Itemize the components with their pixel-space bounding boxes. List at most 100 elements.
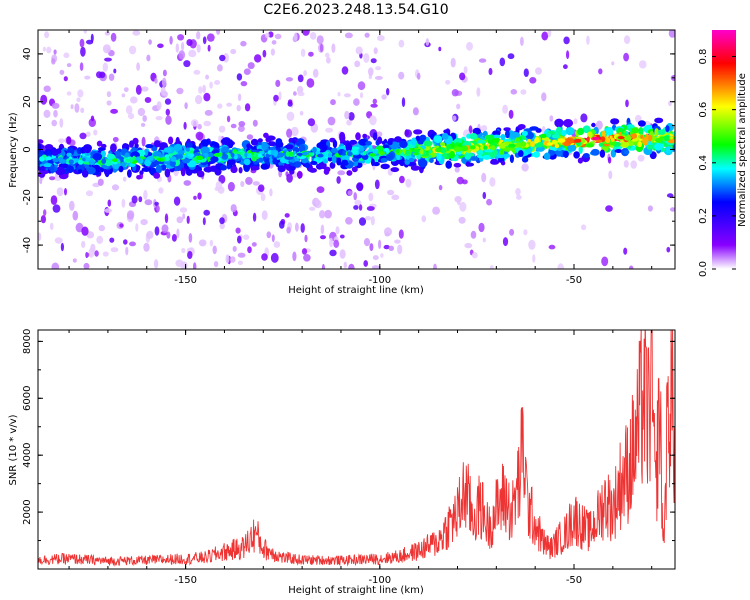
heatmap-cell: [44, 144, 54, 150]
heatmap-cell: [363, 53, 370, 63]
heatmap-cell: [469, 156, 478, 161]
heatmap-cell: [565, 127, 575, 135]
heatmap-cell: [364, 216, 372, 221]
heatmap-cell: [275, 138, 283, 146]
heatmap-cell: [304, 234, 308, 243]
heatmap-cell: [523, 229, 528, 236]
heatmap-cell: [240, 81, 248, 87]
heatmap-cell: [205, 74, 210, 80]
heatmap-cell: [198, 239, 207, 247]
heatmap-cell: [254, 54, 262, 63]
heatmap-cell: [83, 30, 87, 34]
heatmap-cell: [410, 137, 417, 146]
heatmap-cell: [286, 173, 293, 183]
heatmap-cell: [286, 226, 291, 234]
heatmap-cell: [178, 50, 186, 60]
heatmap-cell: [412, 107, 419, 116]
heatmap-cell: [164, 154, 170, 158]
heatmap-cell: [78, 159, 84, 165]
heatmap-cell: [59, 69, 65, 75]
heatmap-cell: [368, 67, 374, 76]
x-tick-label: -100: [368, 575, 391, 586]
heatmap-cell: [141, 167, 151, 172]
heatmap-cell: [440, 142, 446, 147]
heatmap-cell: [529, 77, 537, 84]
heatmap-cell: [368, 192, 374, 202]
heatmap-cell: [504, 153, 511, 158]
heatmap-cell: [380, 157, 388, 163]
heatmap-cell: [490, 158, 499, 165]
heatmap-cell: [481, 172, 487, 183]
heatmap-cell: [607, 156, 612, 164]
heatmap-cell: [271, 40, 277, 45]
heatmap-cell: [176, 228, 180, 239]
colorbar-ticks: 0.0 0.2 0.4 0.6 0.8: [698, 49, 736, 277]
heatmap-cell: [309, 206, 316, 211]
heatmap-cell: [611, 61, 615, 66]
heatmap-cell: [229, 256, 236, 263]
heatmap-cell: [382, 144, 390, 149]
heatmap-cell: [197, 192, 202, 200]
heatmap-cell: [86, 131, 91, 137]
heatmap-cell: [605, 205, 613, 212]
heatmap-cell: [323, 168, 330, 175]
y-tick-label: 6000: [22, 386, 33, 411]
figure-title: C2E6.2023.248.13.54.G10: [263, 2, 448, 18]
heatmap-cell: [307, 118, 316, 127]
heatmap-cell: [250, 138, 259, 146]
heatmap-cell: [560, 130, 568, 136]
heatmap-cell: [181, 41, 185, 51]
heatmap-cell: [187, 251, 193, 259]
heatmap-cell: [599, 149, 606, 158]
heatmap-cell: [619, 141, 630, 148]
heatmap-cell: [144, 97, 152, 103]
heatmap-cell: [273, 94, 279, 102]
heatmap-cell: [303, 70, 307, 77]
heatmap-cell: [186, 39, 193, 46]
heatmap-cell: [448, 150, 456, 159]
heatmap-cell: [270, 48, 275, 56]
heatmap-cell: [301, 248, 308, 255]
heatmap-cell: [362, 133, 368, 139]
heatmap-cell: [219, 222, 225, 230]
heatmap-cell: [611, 137, 615, 142]
heatmap-cell: [343, 93, 351, 98]
heatmap-cell: [535, 67, 542, 75]
heatmap-cell: [511, 131, 521, 138]
heatmap-cell: [654, 128, 659, 137]
heatmap-cell: [465, 161, 471, 167]
heatmap-cell: [492, 130, 501, 136]
heatmap-cell: [348, 112, 355, 121]
heatmap-cell: [470, 230, 477, 239]
heatmap-cell: [106, 91, 112, 98]
heatmap-cell: [164, 168, 171, 178]
heatmap-cell: [399, 175, 405, 184]
heatmap-cell: [372, 255, 379, 261]
heatmap-cell: [146, 230, 154, 239]
heatmap-cell: [246, 143, 251, 149]
heatmap-cell: [378, 239, 382, 249]
heatmap-cell: [308, 167, 317, 173]
heatmap-cell: [219, 217, 225, 225]
heatmap-cell: [135, 223, 139, 232]
heatmap-cell: [507, 53, 515, 60]
heatmap-cell: [246, 134, 254, 140]
heatmap-cell: [563, 64, 568, 70]
heatmap-cell: [624, 135, 632, 141]
heatmap-cell: [441, 132, 449, 140]
heatmap-cell: [63, 52, 70, 59]
heatmap-cell: [638, 126, 644, 136]
heatmap-cell: [226, 102, 233, 107]
heatmap-cell: [337, 92, 341, 97]
heatmap-cell: [278, 91, 282, 101]
heatmap-cell: [121, 93, 126, 98]
heatmap-cell: [216, 30, 221, 35]
heatmap-cell: [169, 160, 176, 167]
heatmap-cell: [363, 260, 369, 267]
heatmap-cell: [303, 253, 311, 262]
heatmap-cell: [240, 40, 247, 47]
snr-series: [38, 330, 675, 567]
heatmap-cell: [123, 87, 129, 92]
heatmap-cell: [93, 129, 98, 136]
